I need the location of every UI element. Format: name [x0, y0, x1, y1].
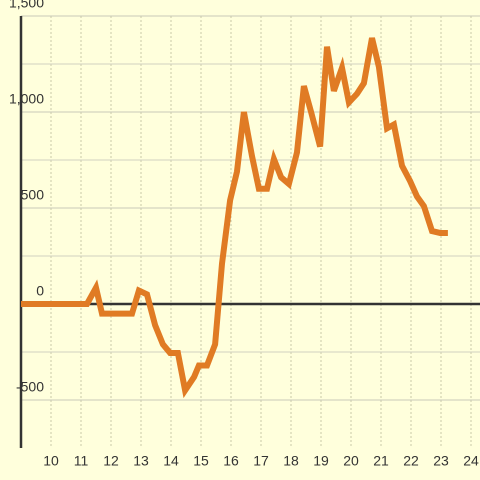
y-tick-label: 1,500: [9, 0, 44, 11]
x-tick-label: 18: [283, 453, 299, 469]
data-line: [21, 37, 448, 399]
x-tick-label: 14: [163, 453, 179, 469]
y-tick-label: 500: [21, 187, 45, 203]
x-tick-label: 13: [133, 453, 149, 469]
x-tick-label: 17: [253, 453, 269, 469]
x-tick-label: 19: [313, 453, 329, 469]
x-tick-label: 23: [433, 453, 449, 469]
x-tick-label: 24: [463, 453, 479, 469]
y-tick-label: 1,000: [9, 91, 44, 107]
x-tick-label: 20: [343, 453, 359, 469]
y-tick-label: -500: [16, 379, 44, 395]
x-tick-label: 16: [223, 453, 239, 469]
x-tick-label: 11: [74, 453, 89, 469]
x-tick-label: 10: [43, 453, 59, 469]
y-tick-label: 0: [36, 283, 44, 299]
x-tick-label: 12: [103, 453, 119, 469]
x-tick-label: 21: [373, 453, 389, 469]
x-tick-label: 22: [403, 453, 419, 469]
x-tick-label: 15: [193, 453, 209, 469]
